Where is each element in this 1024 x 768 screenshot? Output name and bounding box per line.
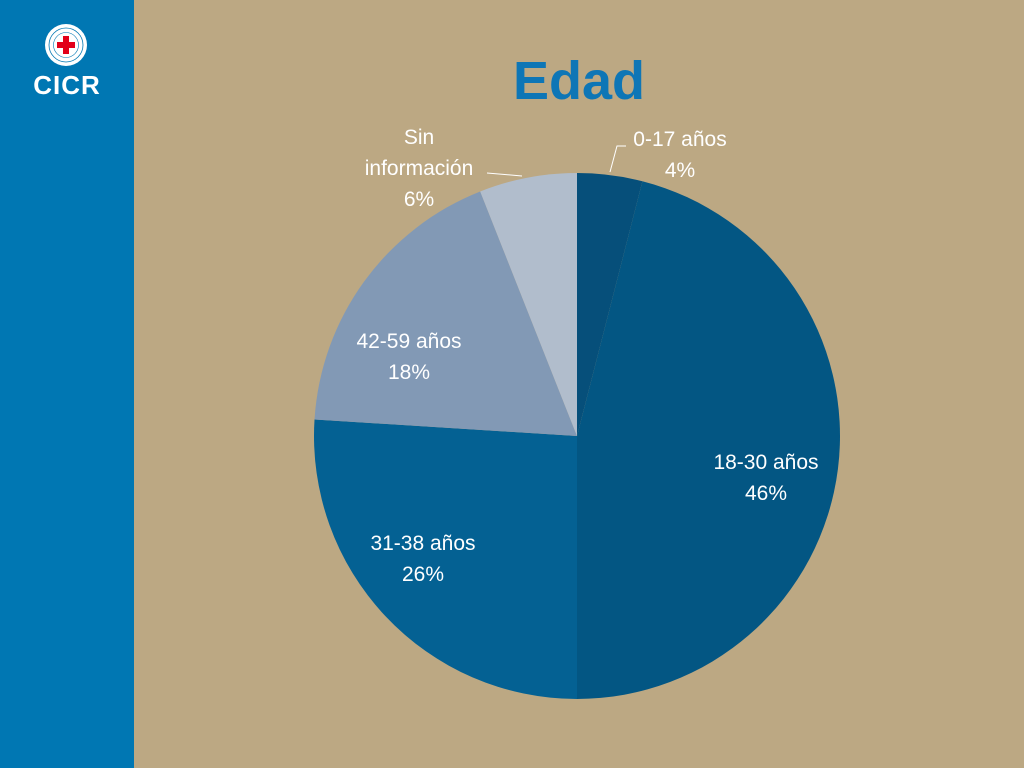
leader-line-0 xyxy=(609,145,626,173)
slice-label-4: Sin información 6% xyxy=(365,126,474,211)
pie-slice-3 xyxy=(314,191,577,436)
pie-slice-1 xyxy=(577,181,840,699)
pie-slice-4 xyxy=(480,173,577,436)
leader-line-4 xyxy=(486,172,523,177)
brand-name: CICR xyxy=(33,70,101,100)
slice-label-3: 42-59 años 18% xyxy=(356,330,461,384)
slice-label-1: 18-30 años 46% xyxy=(713,451,818,505)
sidebar: CICR xyxy=(0,0,134,768)
pie-slice-2 xyxy=(313,419,577,699)
red-cross-emblem-icon xyxy=(45,24,87,66)
slice-label-2: 31-38 años 26% xyxy=(370,532,475,586)
slice-label-0: 0-17 años 4% xyxy=(633,128,726,182)
chart-title: Edad xyxy=(512,51,646,111)
pie-slice-0 xyxy=(577,173,643,436)
